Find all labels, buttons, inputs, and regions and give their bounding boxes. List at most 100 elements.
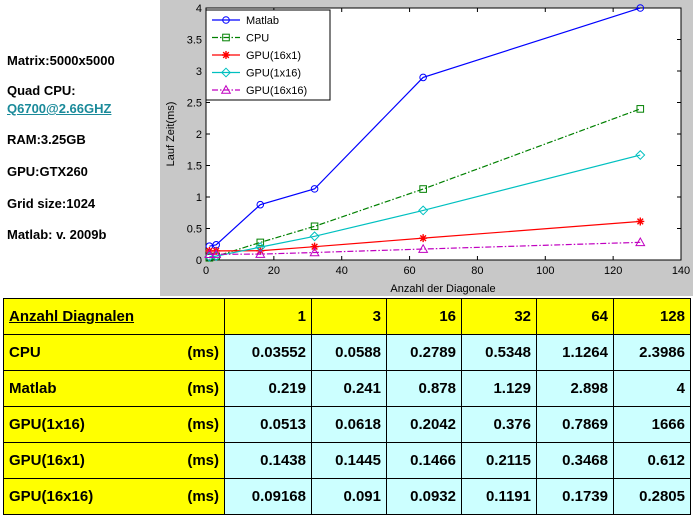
data-point [310,222,319,231]
grid-size-text: Grid size:1024 [7,196,96,211]
data-point [418,205,429,216]
table-cell: 1666 [613,406,691,443]
table-cell: 0.0618 [311,406,387,443]
data-point [309,247,320,257]
data-point [636,4,645,12]
table-cell: 0.2805 [613,478,691,515]
chart-panel: 0 20 40 60 80 100 120 140 0 0.5 1 1.5 2 2.5 3 3.5 4 Matl… [160,0,693,296]
y-tick-label: 4 [196,3,202,15]
data-point [255,248,266,258]
table-cell: 0.0588 [311,334,387,371]
cpu-model-link[interactable]: Q6700@2.66GHZ [7,101,112,116]
legend-marker [222,16,230,24]
matrix-size-text: Matrix:5000x5000 [7,53,115,68]
legend-marker [220,67,232,78]
data-point [635,237,646,247]
y-tick-label: 3.5 [187,35,202,47]
legend-label: CPU [246,33,269,45]
table-cell: 0.1191 [461,478,537,515]
row-label: CPU [3,334,169,371]
data-point [310,185,319,193]
y-tick-label: 1.5 [187,161,202,173]
row-unit: (ms) [168,370,225,407]
column-header: 3 [311,298,387,335]
data-point [636,105,645,113]
table-cell: 0.03552 [224,334,312,371]
legend-item: GPU(1x16) [212,67,301,80]
row-unit: (ms) [168,406,225,443]
x-tick-label: 100 [536,265,554,277]
data-point [417,243,429,253]
table-row: GPU(16x1) (ms) 0.1438 0.1445 0.1466 0.2115 0.3… [3,442,691,479]
x-tick-label: 60 [403,265,415,277]
table-cell: 4 [613,370,691,407]
table-row: GPU(16x16) (ms) 0.09168 0.091 0.0932 0.1191 0.… [3,478,691,515]
y-tick-label: 0.5 [187,224,202,236]
runtime-line-chart: 0 20 40 60 80 100 120 140 0 0.5 1 1.5 2 2.5 3 3.5 4 Matl… [165,3,690,295]
legend-label: GPU(16x1) [246,50,301,62]
y-axis-label: Lauf Zeit(ms) [165,102,177,167]
x-tick-label: 0 [203,265,209,277]
table-cell: 0.878 [386,370,462,407]
table-header-label: Anzahl Diagnalen [3,298,225,335]
column-header: 64 [536,298,614,335]
table-cell: 0.612 [613,442,691,479]
x-tick-label: 40 [336,265,348,277]
data-point [256,238,265,247]
table-cell: 0.376 [461,406,537,443]
data-point [256,200,265,209]
table-cell: 0.2115 [461,442,537,479]
table-cell: 2.898 [536,370,614,407]
y-tick-label: 1 [196,192,202,204]
data-point [211,248,222,259]
legend-item: CPU [212,33,269,45]
table-cell: 0.0513 [224,406,312,443]
legend-item: GPU(16x16) [212,84,307,97]
y-tick-label: 0 [196,255,202,267]
legend-marker [220,84,232,94]
data-point [636,217,645,226]
row-unit: (ms) [168,442,225,479]
y-tick-label: 2.5 [187,98,202,110]
series-line [209,7,641,247]
row-label: Matlab [3,370,169,407]
table-cell: 2.3986 [613,334,691,371]
x-axis-label: Anzahl der Diagonale [390,283,495,295]
table-cell: 1.129 [461,370,537,407]
row-unit: (ms) [168,478,225,515]
y-tick-label: 3 [196,66,202,78]
table-cell: 0.219 [224,370,312,407]
data-point [310,242,319,251]
data-point [205,246,214,255]
legend-box [205,9,331,101]
table-cell: 0.091 [311,478,387,515]
data-point [309,231,320,242]
data-point [419,185,427,193]
x-tick-label: 80 [471,265,483,277]
series-line [209,241,641,255]
series-matlab [205,4,645,251]
data-point [635,150,646,161]
table-cell: 0.241 [311,370,387,407]
column-header: 1 [224,298,312,335]
data-point [419,234,428,243]
row-label: GPU(16x16) [3,478,169,515]
table-cell: 0.0932 [386,478,462,515]
table-cell: 0.1739 [536,478,614,515]
legend: Matlab CPU GPU(16x1) GPU(1x16) GPU(16x16) [205,9,331,101]
legend-label: GPU(16x16) [246,85,307,97]
table-cell: 0.2042 [386,406,462,443]
row-unit: (ms) [168,334,225,371]
legend-item: GPU(16x1) [212,50,301,62]
y-tick-label: 2 [196,129,202,141]
column-header: 128 [613,298,691,335]
row-label: GPU(16x1) [3,442,169,479]
system-info-panel: Matrix:5000x5000 Quad CPU: Q6700@2.66GHZ… [0,0,160,290]
data-point [255,242,266,253]
series-line [209,154,641,258]
table-cell: 0.09168 [224,478,312,515]
table-cell: 0.7869 [536,406,614,443]
row-label: GPU(1x16) [3,406,169,443]
table-cell: 0.1438 [224,442,312,479]
gpu-text: GPU:GTX260 [7,164,88,179]
